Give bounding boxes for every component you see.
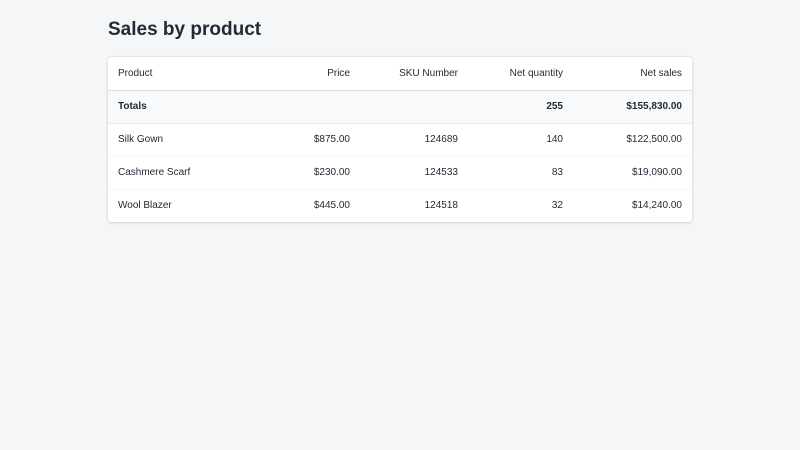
cell-product: Silk Gown bbox=[108, 123, 260, 157]
page-title: Sales by product bbox=[108, 19, 262, 40]
table-row: Cashmere Scarf $230.00 124533 83 $19,090… bbox=[108, 156, 692, 190]
cell-net-quantity: 140 bbox=[468, 123, 573, 157]
column-header-price[interactable]: Price bbox=[260, 57, 360, 91]
column-header-sku-number[interactable]: SKU Number bbox=[360, 57, 468, 91]
table-row: Silk Gown $875.00 124689 140 $122,500.00 bbox=[108, 123, 692, 157]
cell-sku-number: 124533 bbox=[360, 156, 468, 190]
totals-sku bbox=[360, 90, 468, 124]
table-row: Wool Blazer $445.00 124518 32 $14,240.00 bbox=[108, 189, 692, 222]
cell-net-sales: $14,240.00 bbox=[631, 200, 682, 212]
cell-net-quantity: 32 bbox=[551, 200, 563, 212]
totals-net-quantity: 255 bbox=[468, 90, 573, 124]
cell-product: Cashmere Scarf bbox=[108, 156, 260, 190]
totals-price bbox=[260, 90, 360, 124]
column-header-net-sales[interactable]: Net sales bbox=[573, 57, 692, 91]
totals-net-sales: $155,830.00 bbox=[573, 90, 692, 124]
cell-net-sales: $122,500.00 bbox=[573, 123, 692, 157]
cell-sku-number: 124518 bbox=[424, 200, 458, 212]
totals-row: Totals 255 $155,830.00 bbox=[108, 90, 692, 124]
cell-price: $445.00 bbox=[313, 200, 350, 212]
column-header-net-quantity[interactable]: Net quantity bbox=[468, 57, 573, 91]
sales-table: Product Price SKU Number Net quantity Ne… bbox=[108, 57, 692, 222]
sales-table-card: Product Price SKU Number Net quantity Ne… bbox=[108, 57, 692, 222]
cell-price: $230.00 bbox=[260, 156, 360, 190]
totals-label: Totals bbox=[108, 90, 260, 124]
cell-net-sales: $19,090.00 bbox=[573, 156, 692, 190]
table-header-row: Product Price SKU Number Net quantity Ne… bbox=[108, 57, 692, 91]
cell-product: Wool Blazer bbox=[118, 200, 172, 212]
cell-price: $875.00 bbox=[260, 123, 360, 157]
cell-net-quantity: 83 bbox=[468, 156, 573, 190]
cell-sku-number: 124689 bbox=[360, 123, 468, 157]
column-header-product[interactable]: Product bbox=[108, 57, 260, 91]
